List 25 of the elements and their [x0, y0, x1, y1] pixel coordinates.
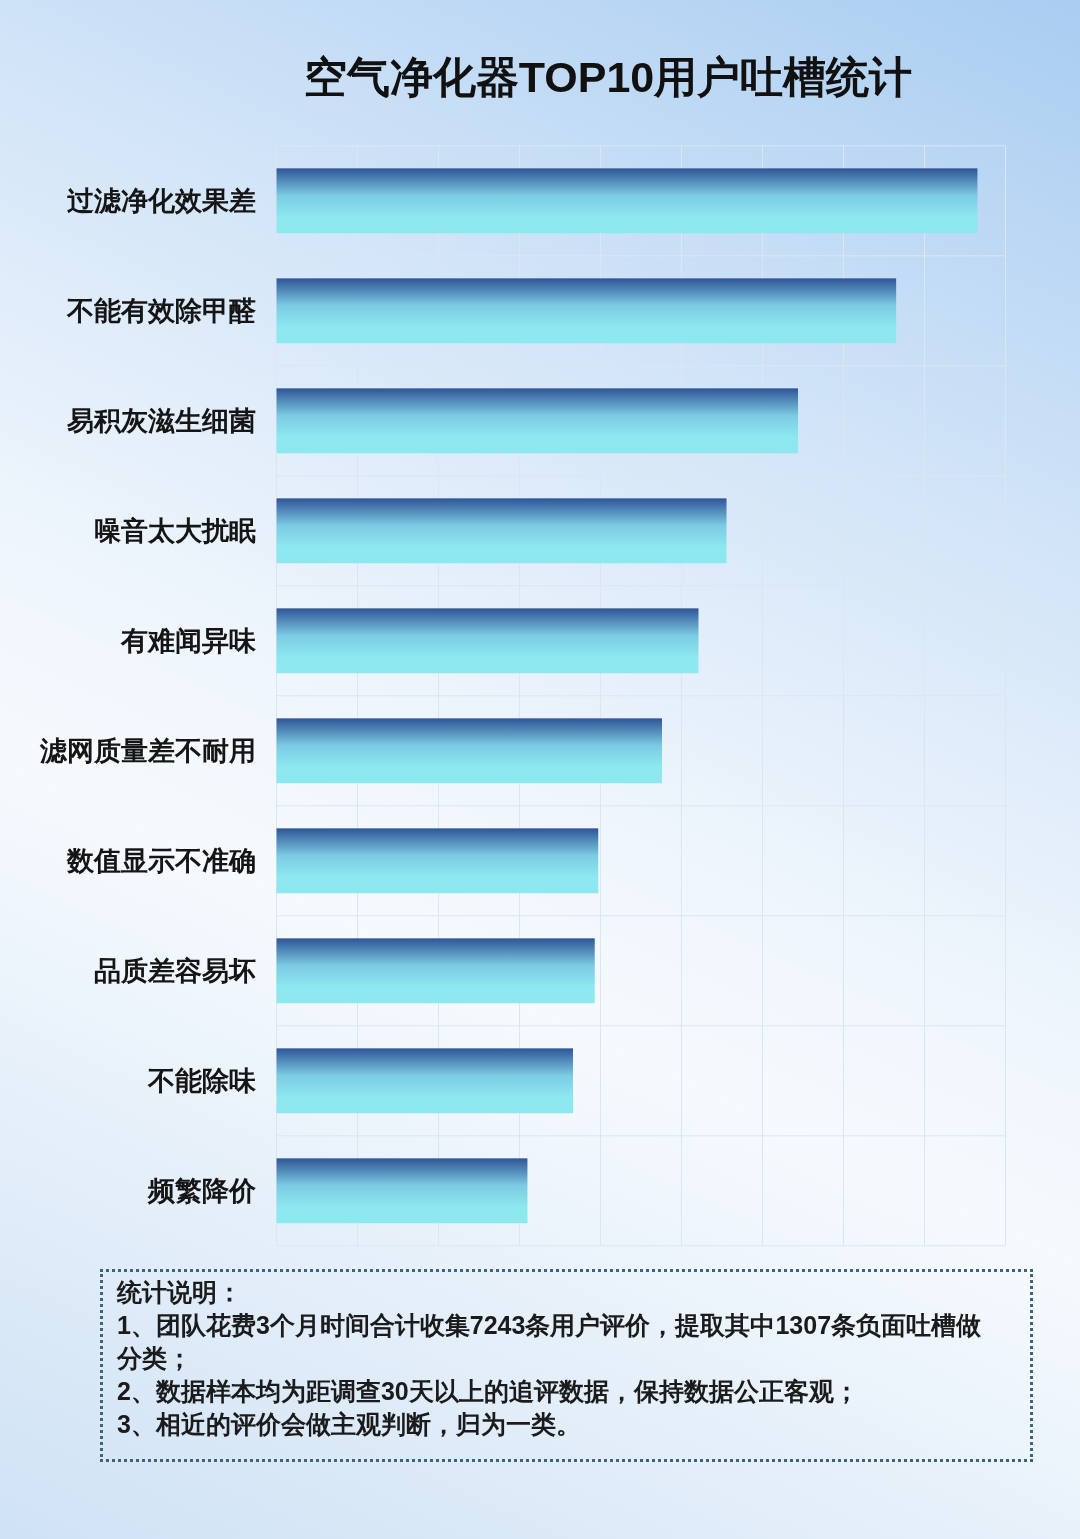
text: 1、团队花费3个月时间合计收集7243条用户评价，提取其中1307条负面吐槽做分类； — [117, 1310, 983, 1374]
bar — [276, 168, 978, 234]
y-tick-label: 不能除味 — [147, 1065, 257, 1096]
text: 2、数据样本均为距调查30天以上的追评数据，保持数据公正客观； — [117, 1376, 860, 1407]
bar — [276, 1048, 574, 1114]
bar — [276, 828, 599, 894]
chart-title: 空气净化器TOP10用户吐槽统计 — [303, 53, 913, 101]
bar — [276, 1158, 528, 1224]
y-tick-label: 数值显示不准确 — [66, 845, 256, 876]
text: 统计说明： — [117, 1277, 243, 1308]
bar — [276, 498, 727, 564]
bar — [276, 608, 699, 674]
bar — [276, 278, 897, 344]
y-tick-label: 频繁降价 — [147, 1175, 257, 1206]
y-tick-label: 有难闻异味 — [120, 625, 257, 656]
text: 3、相近的评价会做主观判断，归为一类。 — [117, 1409, 582, 1440]
bar — [276, 718, 663, 784]
y-tick-label: 品质差容易坏 — [94, 955, 256, 986]
y-tick-label: 噪音太大扰眠 — [94, 515, 256, 546]
y-tick-label: 滤网质量差不耐用 — [39, 735, 256, 766]
y-tick-label: 过滤净化效果差 — [66, 185, 256, 216]
y-tick-label: 不能有效除甲醛 — [66, 295, 257, 326]
bar — [276, 388, 799, 454]
bar — [276, 938, 595, 1004]
y-tick-label: 易积灰滋生细菌 — [66, 405, 256, 436]
